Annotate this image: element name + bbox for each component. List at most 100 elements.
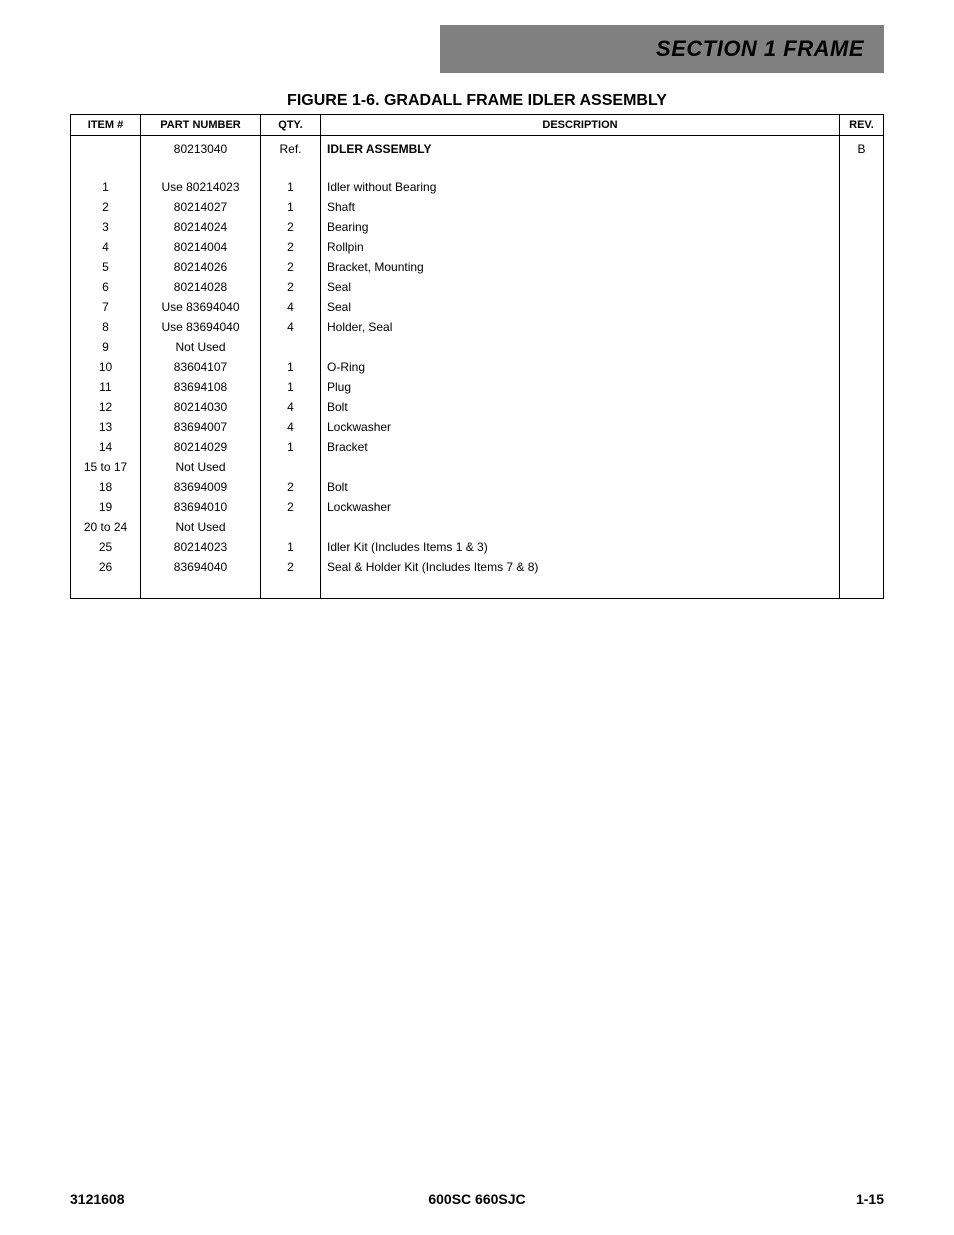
cell-part bbox=[141, 158, 261, 178]
cell-description: Seal bbox=[321, 298, 840, 318]
cell-item: 25 bbox=[71, 538, 141, 558]
cell-description: Idler Kit (Includes Items 1 & 3) bbox=[321, 538, 840, 558]
cell-item: 1 bbox=[71, 178, 141, 198]
cell-rev bbox=[840, 278, 884, 298]
cell-rev bbox=[840, 218, 884, 238]
cell-rev bbox=[840, 458, 884, 478]
footer-center: 600SC 660SJC bbox=[428, 1191, 525, 1207]
table-header-row: ITEM # PART NUMBER QTY. DESCRIPTION REV. bbox=[71, 115, 884, 136]
cell-description: Idler without Bearing bbox=[321, 178, 840, 198]
table-row: 9Not Used bbox=[71, 338, 884, 358]
cell-item: 26 bbox=[71, 558, 141, 578]
cell-rev bbox=[840, 258, 884, 278]
table-row: 20 to 24Not Used bbox=[71, 518, 884, 538]
cell-qty: 2 bbox=[261, 558, 321, 578]
cell-part: 83694040 bbox=[141, 558, 261, 578]
filler-cell bbox=[321, 578, 840, 598]
table-row: 12802140304Bolt bbox=[71, 398, 884, 418]
table-row: 13836940074Lockwasher bbox=[71, 418, 884, 438]
cell-description: Bearing bbox=[321, 218, 840, 238]
col-header-item: ITEM # bbox=[71, 115, 141, 136]
cell-part: 80213040 bbox=[141, 136, 261, 159]
table-row: 14802140291Bracket bbox=[71, 438, 884, 458]
cell-qty: 4 bbox=[261, 398, 321, 418]
page-footer: 3121608 600SC 660SJC 1-15 bbox=[70, 1191, 884, 1207]
cell-item: 5 bbox=[71, 258, 141, 278]
cell-rev bbox=[840, 318, 884, 338]
cell-description bbox=[321, 458, 840, 478]
cell-part: Use 83694040 bbox=[141, 318, 261, 338]
table-row: 25802140231Idler Kit (Includes Items 1 &… bbox=[71, 538, 884, 558]
cell-part: 80214023 bbox=[141, 538, 261, 558]
cell-description: Seal bbox=[321, 278, 840, 298]
cell-item bbox=[71, 136, 141, 159]
cell-item: 10 bbox=[71, 358, 141, 378]
cell-item bbox=[71, 158, 141, 178]
cell-part: 80214029 bbox=[141, 438, 261, 458]
cell-rev bbox=[840, 558, 884, 578]
col-header-part: PART NUMBER bbox=[141, 115, 261, 136]
cell-description: Rollpin bbox=[321, 238, 840, 258]
cell-qty bbox=[261, 458, 321, 478]
cell-description: Bracket bbox=[321, 438, 840, 458]
cell-qty: 1 bbox=[261, 358, 321, 378]
table-row: 5802140262Bracket, Mounting bbox=[71, 258, 884, 278]
cell-description: Bolt bbox=[321, 478, 840, 498]
cell-rev bbox=[840, 158, 884, 178]
table-row: 10836041071O-Ring bbox=[71, 358, 884, 378]
cell-description bbox=[321, 518, 840, 538]
cell-rev bbox=[840, 178, 884, 198]
cell-qty: 4 bbox=[261, 318, 321, 338]
table-row: 1Use 802140231Idler without Bearing bbox=[71, 178, 884, 198]
cell-description: Shaft bbox=[321, 198, 840, 218]
footer-left: 3121608 bbox=[70, 1191, 125, 1207]
table-row: 6802140282Seal bbox=[71, 278, 884, 298]
cell-item: 11 bbox=[71, 378, 141, 398]
cell-description: IDLER ASSEMBLY bbox=[321, 136, 840, 159]
cell-description: Lockwasher bbox=[321, 498, 840, 518]
cell-rev bbox=[840, 298, 884, 318]
section-header-band: SECTION 1 FRAME bbox=[440, 25, 884, 73]
cell-item: 2 bbox=[71, 198, 141, 218]
cell-rev bbox=[840, 198, 884, 218]
cell-description: Seal & Holder Kit (Includes Items 7 & 8) bbox=[321, 558, 840, 578]
cell-part: 80214026 bbox=[141, 258, 261, 278]
cell-item: 19 bbox=[71, 498, 141, 518]
cell-qty: 2 bbox=[261, 498, 321, 518]
col-header-desc: DESCRIPTION bbox=[321, 115, 840, 136]
cell-description bbox=[321, 338, 840, 358]
cell-qty bbox=[261, 518, 321, 538]
table-body: 80213040Ref.IDLER ASSEMBLYB1Use 80214023… bbox=[71, 136, 884, 599]
cell-description: O-Ring bbox=[321, 358, 840, 378]
cell-item: 3 bbox=[71, 218, 141, 238]
cell-item: 6 bbox=[71, 278, 141, 298]
cell-qty: 2 bbox=[261, 238, 321, 258]
table-row: 4802140042Rollpin bbox=[71, 238, 884, 258]
table-row: 18836940092Bolt bbox=[71, 478, 884, 498]
cell-description: Lockwasher bbox=[321, 418, 840, 438]
cell-item: 15 to 17 bbox=[71, 458, 141, 478]
cell-qty: 4 bbox=[261, 418, 321, 438]
table-row: 19836940102Lockwasher bbox=[71, 498, 884, 518]
filler-cell bbox=[71, 578, 141, 598]
filler-cell bbox=[261, 578, 321, 598]
cell-rev bbox=[840, 498, 884, 518]
cell-item: 8 bbox=[71, 318, 141, 338]
cell-rev bbox=[840, 518, 884, 538]
cell-rev: B bbox=[840, 136, 884, 159]
cell-item: 4 bbox=[71, 238, 141, 258]
cell-item: 7 bbox=[71, 298, 141, 318]
footer-right: 1-15 bbox=[856, 1191, 884, 1207]
cell-qty: 1 bbox=[261, 538, 321, 558]
filler-cell bbox=[840, 578, 884, 598]
cell-qty bbox=[261, 338, 321, 358]
cell-rev bbox=[840, 538, 884, 558]
filler-cell bbox=[141, 578, 261, 598]
cell-rev bbox=[840, 398, 884, 418]
cell-description: Bracket, Mounting bbox=[321, 258, 840, 278]
table-row bbox=[71, 158, 884, 178]
cell-description: Holder, Seal bbox=[321, 318, 840, 338]
cell-qty: 1 bbox=[261, 438, 321, 458]
cell-part: 80214027 bbox=[141, 198, 261, 218]
cell-qty bbox=[261, 158, 321, 178]
